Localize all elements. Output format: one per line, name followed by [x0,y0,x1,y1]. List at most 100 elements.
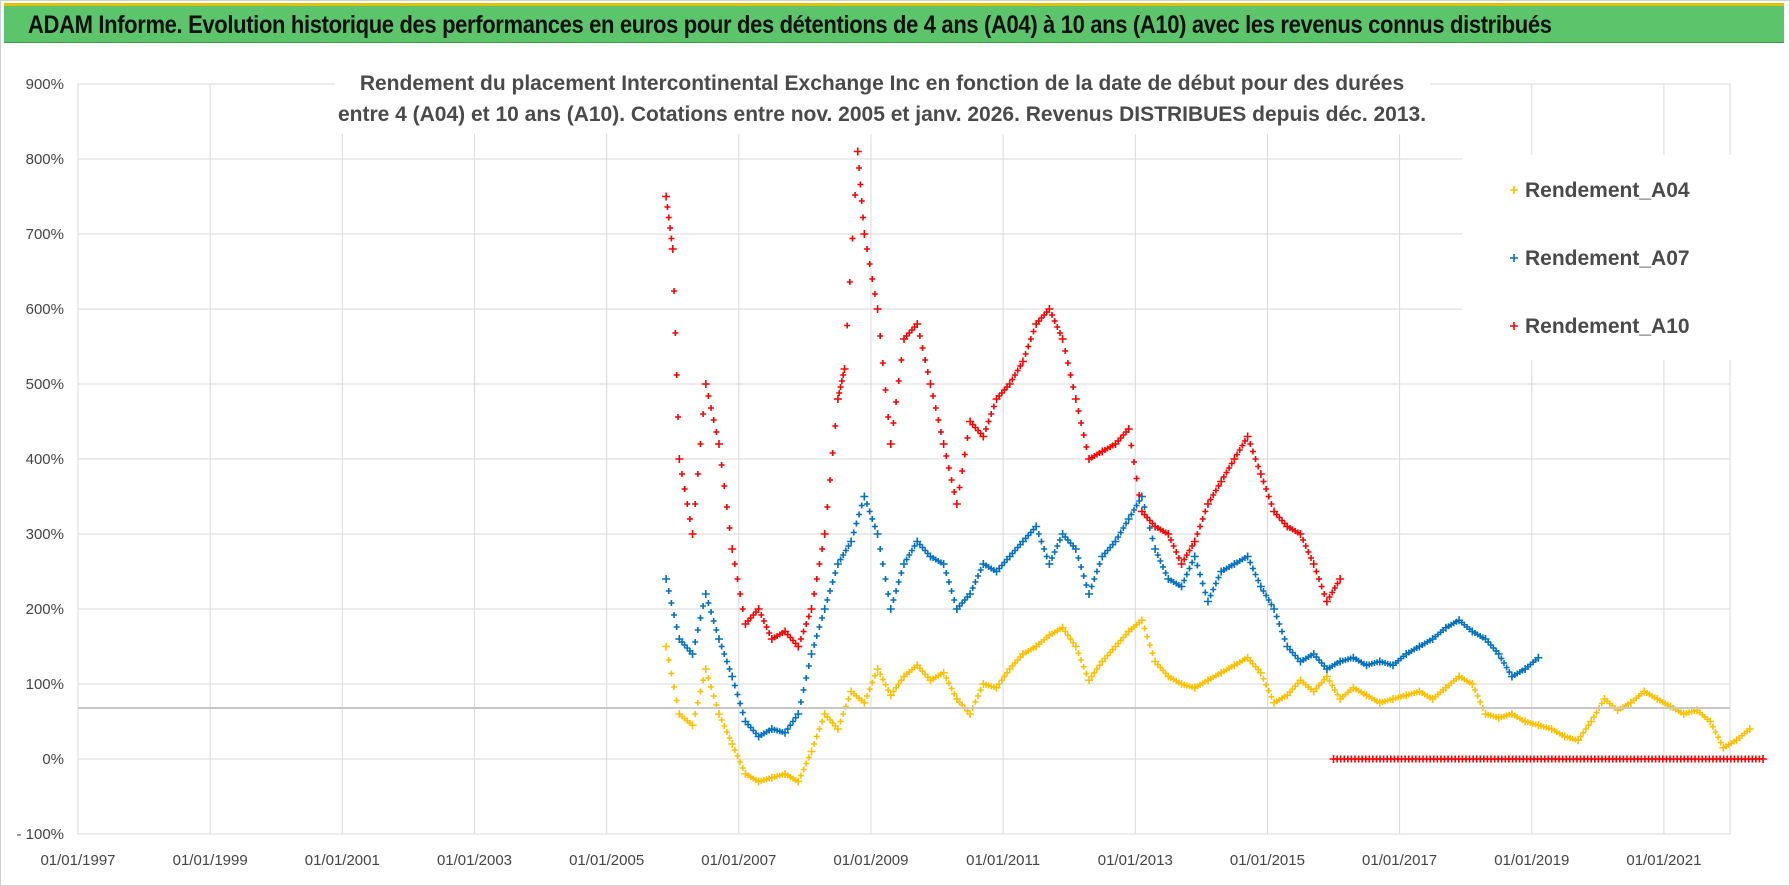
data-point [694,627,701,633]
data-point [1326,594,1333,600]
data-point [1247,559,1254,566]
data-point [705,600,712,606]
data-point [1071,642,1080,651]
data-point [1058,335,1067,343]
data-point [1243,432,1252,441]
data-point [1075,650,1082,657]
data-point [879,561,886,567]
data-point [1474,693,1481,699]
data-point [838,378,845,384]
data-point [1083,444,1090,450]
data-point [726,735,733,741]
data-point [879,360,886,366]
data-point [1309,560,1318,568]
data-point [979,432,988,441]
y-tick-label: 100% [26,676,64,693]
data-point [672,330,679,336]
data-point [895,681,902,687]
data-point [1186,547,1193,554]
data-point [1038,538,1045,545]
data-point [734,753,741,759]
data-point [871,291,878,297]
data-point [803,760,810,767]
legend-item: Rendement_A04 [1525,179,1690,202]
data-point [1468,680,1477,688]
data-point [943,453,950,459]
data-point [1181,577,1188,584]
data-point [700,411,707,417]
data-point [684,501,691,507]
data-point [939,668,948,677]
data-point [675,414,682,420]
data-point [1265,597,1272,603]
data-point [845,543,852,549]
data-point [794,777,803,786]
data-point [1249,448,1256,455]
data-point [739,709,746,716]
data-point [1260,478,1267,485]
data-point [1745,725,1754,733]
data-point [731,561,738,567]
data-point [1202,589,1209,596]
data-point [908,547,915,554]
data-point [1093,568,1100,575]
data-point [1315,576,1322,582]
data-point [1587,717,1596,726]
data-point [1239,442,1246,449]
data-point [1256,668,1265,677]
data-point [1001,673,1008,680]
data-point [847,537,856,546]
data-point [1534,653,1543,662]
data-point [1045,305,1054,313]
y-tick-label: 0% [42,751,64,768]
data-point [919,345,926,351]
data-point [728,740,737,748]
x-tick-label: 01/01/2011 [966,852,1040,869]
data-point [1085,676,1094,685]
data-point [1032,522,1041,531]
data-point [1120,525,1127,531]
data-point [705,675,712,681]
data-point [829,579,836,585]
data-point [721,483,728,489]
data-point [990,403,997,410]
data-point [879,676,886,683]
y-tick-label: 400% [26,451,64,468]
data-point [819,615,826,621]
data-point [1146,525,1153,531]
data-point [1336,575,1345,583]
data-point [686,516,693,522]
data-point [833,560,842,568]
data-point [1243,552,1252,561]
data-point [833,395,842,403]
data-point [1712,729,1719,735]
data-point [1263,592,1270,599]
data-point [977,687,984,693]
data-point [1252,571,1259,578]
data-point [964,435,971,441]
data-point [1014,367,1021,374]
chart-title-box: Rendement du placement Intercontinental … [335,68,1430,134]
data-point [710,417,717,423]
data-point [1062,348,1069,354]
data-point [816,561,823,567]
data-point [1255,577,1262,584]
data-point [708,684,715,690]
data-point [1071,395,1080,403]
data-point [945,465,952,471]
data-point [930,393,937,399]
data-point [853,147,862,156]
data-point [824,504,831,510]
data-point [1123,520,1130,527]
data-point [1025,343,1032,350]
data-point [1256,582,1265,591]
data-point [1194,562,1201,569]
data-point [668,600,675,606]
data-point [678,471,685,477]
data-point [1157,558,1164,564]
data-point [900,560,908,568]
data-point [1593,709,1600,716]
data-point [1273,613,1280,620]
data-point [692,639,699,645]
data-point [845,696,852,702]
